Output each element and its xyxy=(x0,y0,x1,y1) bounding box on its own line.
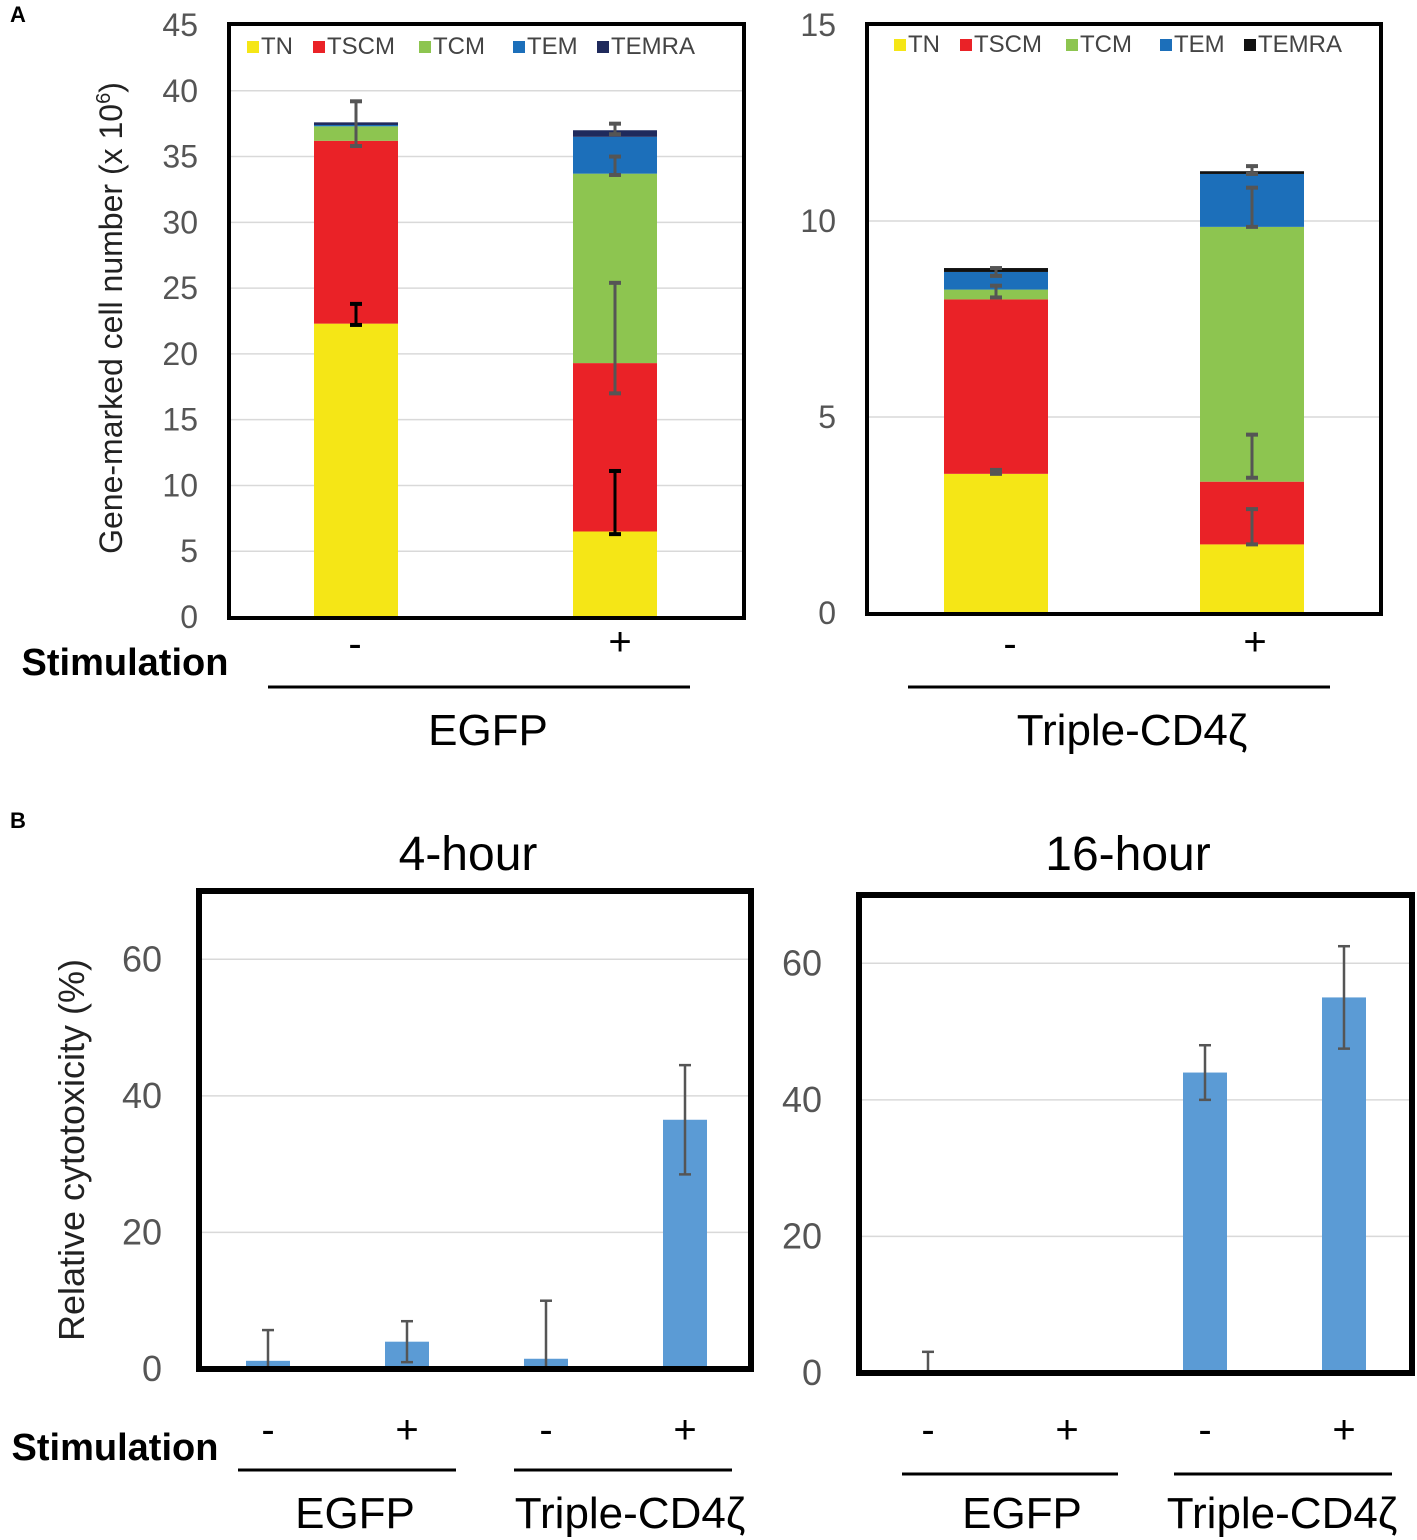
chart-b-4h: 4-hour Relative cytotoxicity (%) 0 20 40 60… xyxy=(12,828,754,1538)
b1-y-tick-label: 20 xyxy=(122,1211,162,1252)
a1-bar-tn-0 xyxy=(314,323,398,617)
chart-b-16h: 16-hour 0 20 40 60 - + - + EGFP Triple-CD4ζ xyxy=(782,828,1415,1538)
b2-bar-3 xyxy=(1322,997,1366,1373)
b1-stim-label-2: - xyxy=(539,1408,552,1452)
b-16h-triple-group-label: Triple-CD4ζ xyxy=(1167,1489,1397,1538)
a-egfp-stim-plus-label: + xyxy=(608,620,631,664)
b-y-axis-title: Relative cytotoxicity (%) xyxy=(51,959,92,1341)
a2-bar-tem-0 xyxy=(944,271,1048,290)
b2-y-tick-label: 20 xyxy=(782,1215,822,1256)
a1-legend-label-tscm: TSCM xyxy=(327,33,395,60)
a2-legend-swatch-tn xyxy=(894,39,906,51)
chart-a-triple: 0 5 10 15 TN TSCM TCM TEM TEMRA - + Triple-CD4ζ xyxy=(800,7,1383,755)
a1-y-tick-label: 20 xyxy=(162,336,198,372)
a1-y-tick-label: 40 xyxy=(162,73,198,109)
b-16h-frame xyxy=(856,892,1415,1376)
a2-legend-swatch-tscm xyxy=(960,39,972,51)
a1-bar-tn-1 xyxy=(573,531,657,617)
a2-bar-tn-0 xyxy=(944,473,1048,613)
a1-y-tick-label: 0 xyxy=(180,599,198,635)
a1-y-tick-label: 5 xyxy=(180,533,198,569)
b-4h-triple-group-label: Triple-CD4ζ xyxy=(515,1489,745,1538)
b-stimulation-label: Stimulation xyxy=(12,1427,219,1469)
b2-stim-label-1: + xyxy=(1055,1408,1078,1452)
a2-legend-swatch-temra xyxy=(1244,39,1256,51)
b2-bar-2 xyxy=(1183,1072,1227,1373)
b2-stim-label-0: - xyxy=(921,1408,934,1452)
a-y-axis-title: Gene-marked cell number (x 106) xyxy=(93,82,129,554)
b1-stim-label-1: + xyxy=(395,1408,418,1452)
chart-a-egfp: Gene-marked cell number (x 106) 0 5 10 15 20… xyxy=(22,7,746,755)
b2-y-tick-label: 60 xyxy=(782,942,822,983)
a1-legend-swatch-tcm xyxy=(419,41,431,53)
a2-bar-tn-1 xyxy=(1200,544,1304,613)
b1-stim-label-3: + xyxy=(673,1408,696,1452)
a2-y-tick-label: 15 xyxy=(800,7,836,43)
a2-y-tick-label: 5 xyxy=(818,399,836,435)
a2-legend-label-tcm: TCM xyxy=(1080,31,1132,58)
a2-y-tick-label: 10 xyxy=(800,203,836,239)
b2-y-tick-label: 0 xyxy=(802,1352,822,1393)
b-4h-frame xyxy=(196,888,754,1372)
a1-y-tick-label: 45 xyxy=(162,7,198,43)
a1-y-tick-label: 15 xyxy=(162,402,198,438)
a-stimulation-label: Stimulation xyxy=(22,642,229,684)
panel-label-b: B xyxy=(10,808,26,833)
a2-legend-label-tn: TN xyxy=(908,31,940,58)
b2-stim-label-2: - xyxy=(1198,1408,1211,1452)
a2-legend-swatch-tem xyxy=(1160,39,1172,51)
a1-legend-swatch-tn xyxy=(247,41,259,53)
a1-legend-swatch-tscm xyxy=(313,41,325,53)
a-egfp-group-label: EGFP xyxy=(428,706,548,755)
a1-legend-label-tcm: TCM xyxy=(433,33,485,60)
b-4h-egfp-group-label: EGFP xyxy=(295,1489,415,1538)
a-triple-group-label: Triple-CD4ζ xyxy=(1017,706,1247,755)
panel-label-a: A xyxy=(10,2,26,27)
b1-y-tick-label: 0 xyxy=(142,1348,162,1389)
a1-y-tick-label: 30 xyxy=(162,204,198,240)
b-16h-egfp-group-label: EGFP xyxy=(962,1489,1082,1538)
a-triple-frame xyxy=(865,22,1383,616)
b1-y-tick-label: 60 xyxy=(122,938,162,979)
a-egfp-frame xyxy=(227,22,746,620)
a1-legend-label-tn: TN xyxy=(261,33,293,60)
a-triple-stim-minus-label: - xyxy=(1003,622,1016,666)
a1-legend-swatch-temra xyxy=(597,41,609,53)
a1-y-tick-label: 25 xyxy=(162,270,198,306)
b-16h-title: 16-hour xyxy=(1045,828,1210,881)
a1-y-tick-label: 10 xyxy=(162,467,198,503)
b1-y-tick-label: 40 xyxy=(122,1075,162,1116)
a1-bar-tscm-0 xyxy=(314,140,398,324)
a1-legend-label-temra: TEMRA xyxy=(611,33,695,60)
a-triple-stim-plus-label: + xyxy=(1243,620,1266,664)
a2-legend-label-tem: TEM xyxy=(1174,31,1225,58)
b-4h-title: 4-hour xyxy=(399,828,538,881)
b1-stim-label-0: - xyxy=(261,1408,274,1452)
a2-legend-swatch-tcm xyxy=(1066,39,1078,51)
b2-y-tick-label: 40 xyxy=(782,1079,822,1120)
a-egfp-stim-minus-label: - xyxy=(348,622,361,666)
a1-legend-label-tem: TEM xyxy=(527,33,578,60)
a2-legend-label-tscm: TSCM xyxy=(974,31,1042,58)
a2-y-tick-label: 0 xyxy=(818,595,836,631)
a1-legend-swatch-tem xyxy=(513,41,525,53)
b2-stim-label-3: + xyxy=(1332,1408,1355,1452)
a2-legend-label-temra: TEMRA xyxy=(1258,31,1342,58)
a1-y-tick-label: 35 xyxy=(162,139,198,175)
a2-bar-tscm-0 xyxy=(944,299,1048,474)
